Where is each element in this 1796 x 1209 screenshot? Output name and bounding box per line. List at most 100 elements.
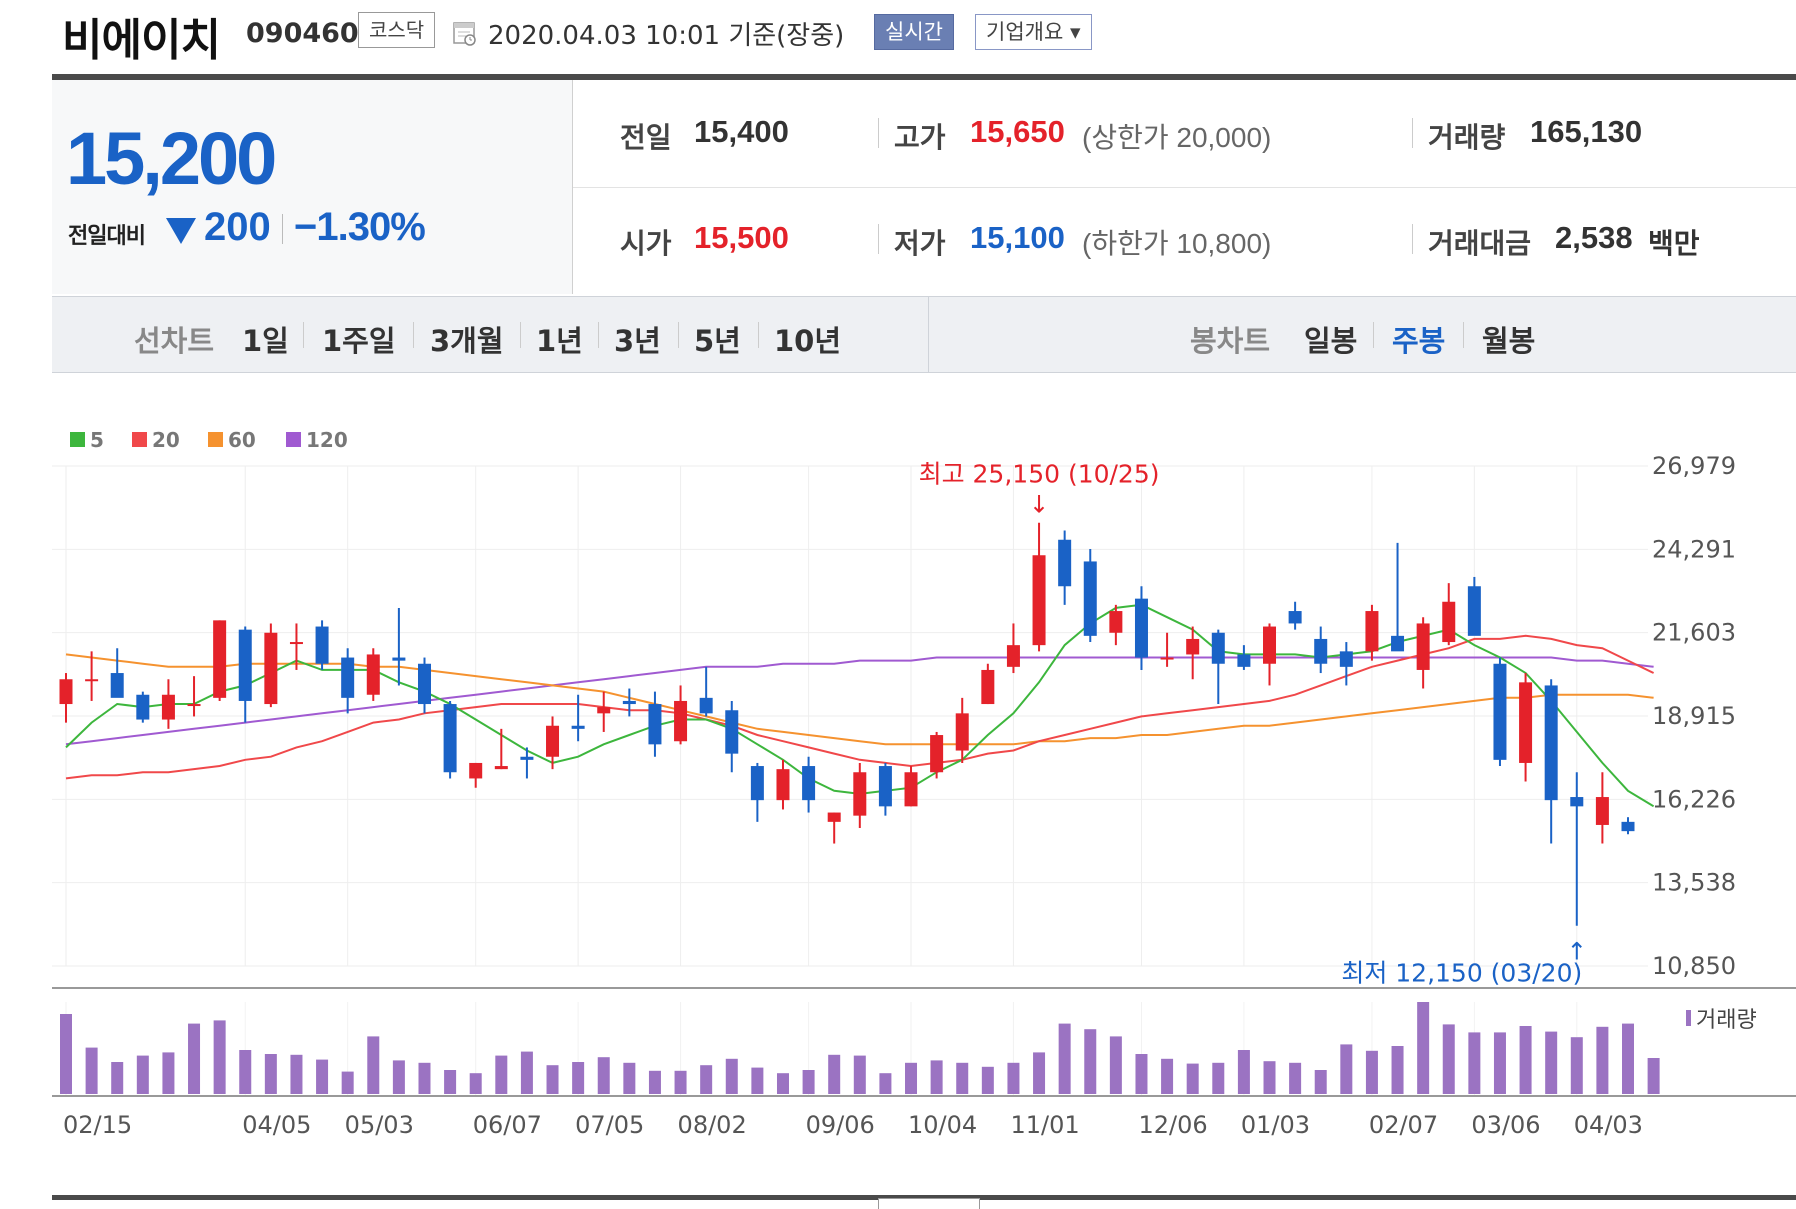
separator <box>1373 322 1374 348</box>
candle-body <box>904 772 918 807</box>
candle-body <box>981 669 995 705</box>
price-change-percent: −1.30% <box>294 205 426 249</box>
low-annotation: 최저 12,150 (03/20) <box>1341 959 1582 988</box>
volume-bar <box>444 1070 457 1094</box>
volume-bar <box>60 1014 72 1094</box>
prev-close-value: 15,400 <box>694 114 789 149</box>
candle-body <box>1416 623 1430 670</box>
period-3year[interactable]: 3년 <box>614 324 661 358</box>
candle-body <box>597 707 611 714</box>
timestamp: 2020.04.03 10:01 기준(장중) <box>488 21 845 51</box>
volume-bar <box>162 1052 175 1094</box>
candle-body <box>853 772 867 816</box>
candle-body <box>1006 645 1020 667</box>
period-3month[interactable]: 3개월 <box>430 324 504 358</box>
price-panel <box>52 80 573 294</box>
volume-value: 165,130 <box>1530 114 1643 149</box>
volume-bar <box>1033 1052 1046 1094</box>
realtime-button[interactable]: 실시간 <box>874 14 954 50</box>
bottom-divider <box>52 1195 1796 1200</box>
low-value: 15,100 <box>970 220 1065 255</box>
period-1year[interactable]: 1년 <box>536 324 583 358</box>
volume-bar <box>930 1060 943 1094</box>
candle-body <box>520 756 534 760</box>
low-label: 저가 <box>894 227 946 260</box>
candle-body <box>1570 797 1584 807</box>
candle-monthly[interactable]: 월봉 <box>1482 324 1536 358</box>
volume-bar <box>905 1062 918 1094</box>
ma-line-60 <box>65 653 1654 746</box>
volume-bar <box>981 1066 994 1094</box>
volume-bar <box>776 1073 789 1094</box>
candle-daily[interactable]: 일봉 <box>1304 324 1358 358</box>
separator <box>758 322 759 348</box>
period-10year[interactable]: 10년 <box>774 324 842 358</box>
volume-bar <box>597 1057 610 1094</box>
y-tick-label: 24,291 <box>1652 535 1736 563</box>
x-tick-label: 03/06 <box>1471 1111 1540 1139</box>
candle-chart-title: 봉차트 <box>1190 324 1271 358</box>
volume-bar <box>623 1062 636 1094</box>
high-arrow-icon: ↓ <box>1029 491 1049 519</box>
candle-body <box>930 735 944 773</box>
candle-body <box>161 694 175 720</box>
ma-line-120 <box>65 656 1654 746</box>
volume-bar <box>648 1070 661 1094</box>
volume-bar <box>469 1073 482 1094</box>
company-overview-dropdown[interactable]: 기업개요 ▾ <box>975 14 1092 50</box>
x-tick-label: 02/15 <box>63 1111 132 1139</box>
volume-bar <box>1570 1037 1583 1094</box>
period-bar-divider <box>928 297 929 372</box>
separator <box>282 214 283 244</box>
prev-close-label: 전일 <box>620 121 672 154</box>
open-value: 15,500 <box>694 220 789 255</box>
volume-bar <box>1109 1036 1122 1094</box>
x-tick-label: 02/07 <box>1369 1111 1438 1139</box>
candle-body <box>1493 663 1507 760</box>
volume-bar <box>853 1055 866 1094</box>
period-5year[interactable]: 5년 <box>694 324 741 358</box>
candle-body <box>110 673 124 698</box>
candle-body <box>1134 598 1148 658</box>
x-tick-label: 11/01 <box>1010 1111 1079 1139</box>
volume-bar <box>1493 1032 1506 1094</box>
diff-label: 전일대비 <box>68 224 146 249</box>
down-triangle-icon <box>166 218 196 244</box>
period-1week[interactable]: 1주일 <box>322 324 396 358</box>
legend-label: 120 <box>306 428 348 452</box>
candle-body <box>699 697 713 714</box>
volume-bar <box>136 1055 149 1094</box>
candle-weekly[interactable]: 주봉 <box>1392 324 1446 358</box>
period-bar <box>52 296 1796 373</box>
candle-body <box>213 620 227 698</box>
period-1day[interactable]: 1일 <box>242 324 289 358</box>
separator <box>1412 224 1413 254</box>
volume-bar <box>392 1060 405 1094</box>
legend-swatch <box>70 432 85 447</box>
separator <box>678 322 679 348</box>
x-tick-label: 05/03 <box>345 1111 414 1139</box>
candle-body <box>443 704 457 773</box>
amount-value: 2,538 <box>1555 220 1633 255</box>
candle-body <box>392 657 406 661</box>
volume-bar <box>572 1062 585 1094</box>
volume-bar <box>751 1067 764 1094</box>
volume-bar <box>495 1055 508 1094</box>
x-tick-label: 09/06 <box>806 1111 875 1139</box>
volume-bar <box>1186 1063 1199 1094</box>
volume-bar <box>1263 1061 1276 1094</box>
candle-body <box>802 766 816 801</box>
high-label: 고가 <box>894 121 946 154</box>
line-chart-title: 선차트 <box>134 324 215 358</box>
separator <box>878 224 879 254</box>
separator <box>520 322 521 348</box>
candle-body <box>1595 797 1609 825</box>
volume-bar <box>239 1050 252 1094</box>
volume-bar <box>802 1070 815 1094</box>
market-badge: 코스닥 <box>358 12 436 48</box>
volume-bar <box>956 1062 969 1094</box>
volume-bar <box>1007 1062 1020 1094</box>
candle-body <box>571 725 585 729</box>
candle-body <box>1621 821 1635 832</box>
volume-bar <box>1442 1024 1455 1094</box>
